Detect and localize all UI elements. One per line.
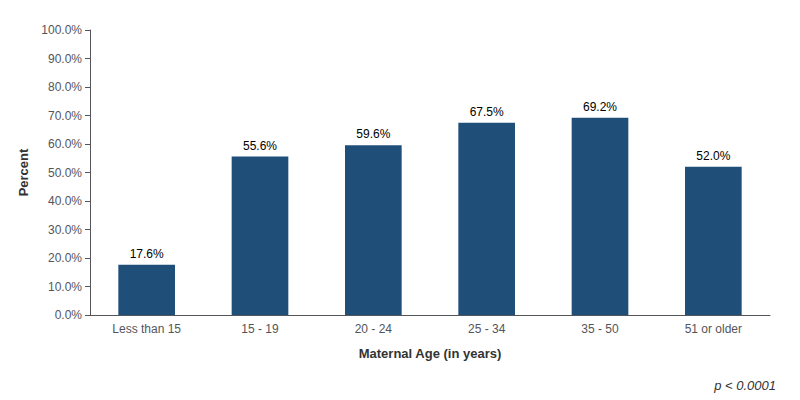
svg-text:55.6%: 55.6% xyxy=(243,139,277,153)
svg-text:51 or older: 51 or older xyxy=(685,322,742,336)
svg-text:25 - 34: 25 - 34 xyxy=(468,322,506,336)
svg-text:20.0%: 20.0% xyxy=(48,251,82,265)
svg-text:15 - 19: 15 - 19 xyxy=(241,322,279,336)
svg-text:Percent: Percent xyxy=(16,148,31,196)
svg-text:50.0%: 50.0% xyxy=(48,166,82,180)
svg-text:Less than 15: Less than 15 xyxy=(112,322,181,336)
svg-text:100.0%: 100.0% xyxy=(41,23,82,37)
svg-text:35 - 50: 35 - 50 xyxy=(581,322,619,336)
svg-text:80.0%: 80.0% xyxy=(48,80,82,94)
svg-text:67.5%: 67.5% xyxy=(470,105,504,119)
svg-text:0.0%: 0.0% xyxy=(55,308,83,322)
svg-text:Maternal Age (in years): Maternal Age (in years) xyxy=(359,346,502,361)
svg-text:90.0%: 90.0% xyxy=(48,52,82,66)
svg-text:70.0%: 70.0% xyxy=(48,109,82,123)
svg-text:17.6%: 17.6% xyxy=(130,247,164,261)
svg-text:60.0%: 60.0% xyxy=(48,137,82,151)
svg-text:20 - 24: 20 - 24 xyxy=(355,322,393,336)
svg-text:40.0%: 40.0% xyxy=(48,194,82,208)
svg-text:30.0%: 30.0% xyxy=(48,223,82,237)
svg-text:10.0%: 10.0% xyxy=(48,280,82,294)
svg-text:p < 0.0001: p < 0.0001 xyxy=(713,378,776,393)
svg-text:59.6%: 59.6% xyxy=(356,127,390,141)
svg-text:69.2%: 69.2% xyxy=(583,100,617,114)
svg-text:52.0%: 52.0% xyxy=(696,149,730,163)
